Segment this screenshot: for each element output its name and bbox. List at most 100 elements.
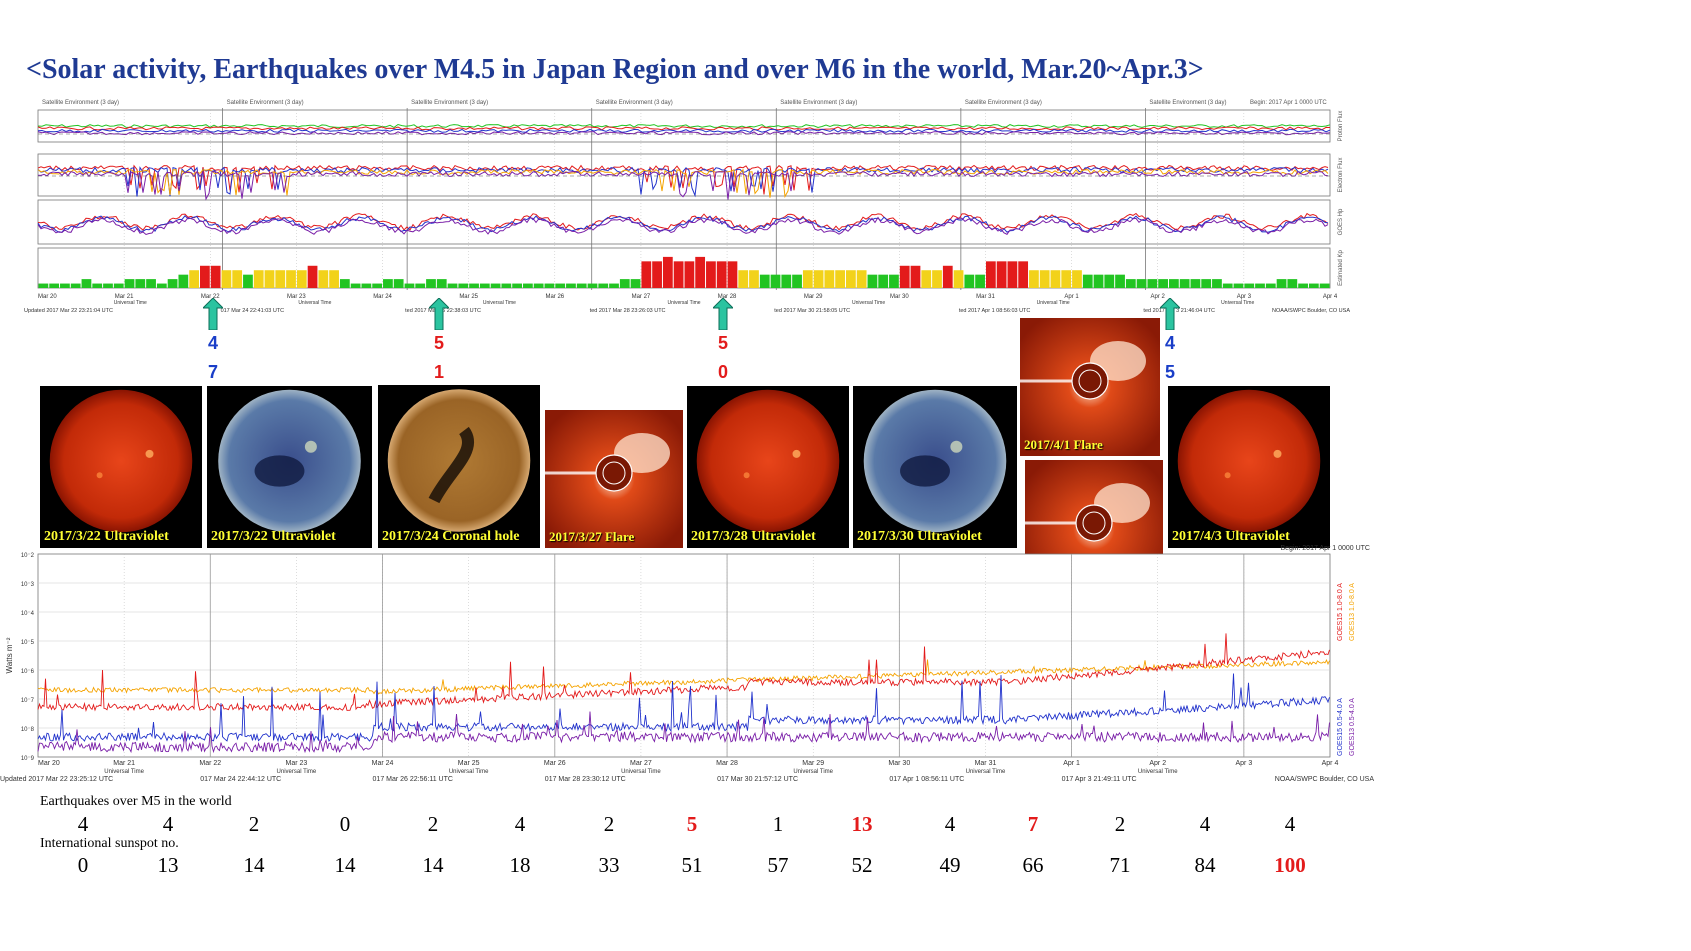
kp-bar <box>490 283 501 288</box>
kp-bar <box>1147 279 1158 288</box>
image-caption: 2017/3/28 Ultraviolet <box>691 529 816 544</box>
earthquake-count: 4 <box>1284 812 1296 836</box>
kp-bar <box>243 274 253 288</box>
kp-bar <box>587 283 598 288</box>
image-caption: 2017/4/1 Flare <box>1024 437 1103 452</box>
plot-frame <box>37 247 1331 289</box>
universal-time-label: Universal Time <box>483 300 516 306</box>
kp-bar <box>124 279 135 288</box>
kp-bar <box>426 279 436 288</box>
green-arrow-digit: 1 <box>433 362 444 382</box>
kp-bar <box>70 283 81 288</box>
kp-bar <box>684 261 695 288</box>
image-caption: 2017/3/24 Coronal hole <box>382 529 520 544</box>
kp-bar <box>878 274 889 288</box>
x-day-label: Mar 29 <box>804 294 823 300</box>
kp-bar <box>1039 270 1050 288</box>
updated-label: ted 2017 Mar 28 23:26:03 UTC <box>590 308 666 314</box>
goes13-long-line <box>37 659 1330 695</box>
kp-bar <box>985 261 996 288</box>
x-day-label: Mar 27 <box>630 760 652 767</box>
kp-bar <box>103 283 113 288</box>
earthquake-count: 2 <box>603 812 615 836</box>
page-title: <Solar activity, Earthquakes over M4.5 i… <box>26 54 1204 85</box>
right-axis-label: GOES Hp <box>1338 208 1344 235</box>
satellite-environment-chart: Satellite Environment (3 day) Satellite E… <box>24 100 1350 314</box>
kp-bar <box>275 270 286 288</box>
kp-bar <box>964 274 975 288</box>
proton-flux-line <box>37 126 1331 131</box>
sunspot-row-label: International sunspot no. <box>40 836 179 851</box>
kp-bar <box>1319 283 1330 288</box>
right-axis-label: Proton Flux <box>1338 111 1344 142</box>
x-day-label: Mar 22 <box>199 760 221 767</box>
goes-hp-line <box>37 216 1329 236</box>
kp-bar <box>921 270 932 288</box>
panel-title: Satellite Environment (3 day) <box>411 100 488 106</box>
updated-label: 017 Mar 28 23:30:12 UTC <box>545 776 626 783</box>
universal-time-label: Universal Time <box>966 769 1006 775</box>
kp-bar <box>609 283 619 288</box>
right-series-label: GOES13 1.0-8.0 A <box>1349 583 1356 641</box>
green-arrow-digit: 4 <box>207 333 218 353</box>
y-tick-label: 10⁻2 <box>21 553 35 559</box>
right-axis-label: Electron Flux <box>1338 157 1344 192</box>
kp-bar <box>1201 279 1212 288</box>
x-day-label: Apr 2 <box>1151 294 1166 300</box>
y-tick-label: 10⁻4 <box>21 611 35 617</box>
universal-time-label: Universal Time <box>1138 769 1178 775</box>
earthquake-count: 4 <box>514 812 526 836</box>
panel-title: Satellite Environment (3 day) <box>42 100 119 106</box>
sunspot-number: 0 <box>77 853 89 877</box>
x-day-label: Mar 24 <box>373 294 392 300</box>
universal-time-label: Universal Time <box>1037 300 1070 306</box>
xray-flux-panel: 10⁻2 10⁻3 10⁻4 10⁻5 10⁻6 10⁻7 10⁻8 10⁻9 Watts m⁻… <box>0 542 1380 792</box>
right-axis-label: Estimated Kp <box>1338 249 1344 285</box>
kp-bar <box>1179 279 1190 288</box>
kp-bar <box>662 256 673 288</box>
kp-bar <box>942 265 953 288</box>
sunspot-number: 51 <box>681 853 703 877</box>
kp-bar <box>1061 270 1072 288</box>
universal-time-label: Universal Time <box>449 769 489 775</box>
sunspot-number: 14 <box>422 853 444 877</box>
kp-bar <box>856 270 867 288</box>
kp-bar <box>210 265 221 288</box>
x-day-label: Mar 28 <box>718 294 737 300</box>
earthquake-count: 4 <box>77 812 89 836</box>
kp-bar <box>329 270 339 288</box>
x-day-label: Apr 3 <box>1237 294 1252 300</box>
green-arrow-digit: 5 <box>433 333 444 353</box>
kp-bar <box>1276 279 1287 288</box>
universal-time-label: Universal Time <box>793 769 833 775</box>
kp-bar <box>1169 279 1179 288</box>
kp-bar <box>802 270 813 288</box>
kp-bar <box>339 279 350 288</box>
earthquake-count: 4 <box>1199 812 1211 836</box>
y-tick-label: 10⁻6 <box>21 669 35 675</box>
kp-bar <box>156 283 167 288</box>
sunspot-number: 49 <box>939 853 961 877</box>
kp-bar <box>1007 261 1018 288</box>
kp-bar <box>167 279 178 288</box>
x-day-label: Mar 27 <box>632 294 651 300</box>
image-caption: 2017/4/3 Ultraviolet <box>1172 529 1290 544</box>
kp-bar <box>792 274 802 288</box>
image-caption: 2017/3/27 Flare <box>549 529 635 544</box>
kp-bar <box>996 261 1007 288</box>
kp-bar <box>512 283 522 288</box>
kp-bar <box>286 270 296 288</box>
kp-bar <box>1298 283 1308 288</box>
kp-bar <box>598 283 609 288</box>
kp-bar <box>221 270 232 288</box>
universal-time-label: Universal Time <box>667 300 700 306</box>
kp-bar <box>189 270 199 288</box>
electron-flux-line <box>37 168 1329 199</box>
earthquake-count: 0 <box>339 812 351 836</box>
electron-flux-line <box>37 164 1329 195</box>
kp-bar <box>404 283 415 288</box>
kp-bar <box>824 270 835 288</box>
solar-image: 2017/3/28 Ultraviolet <box>687 386 849 548</box>
universal-time-label: Universal Time <box>104 769 144 775</box>
kp-bar <box>652 261 662 288</box>
